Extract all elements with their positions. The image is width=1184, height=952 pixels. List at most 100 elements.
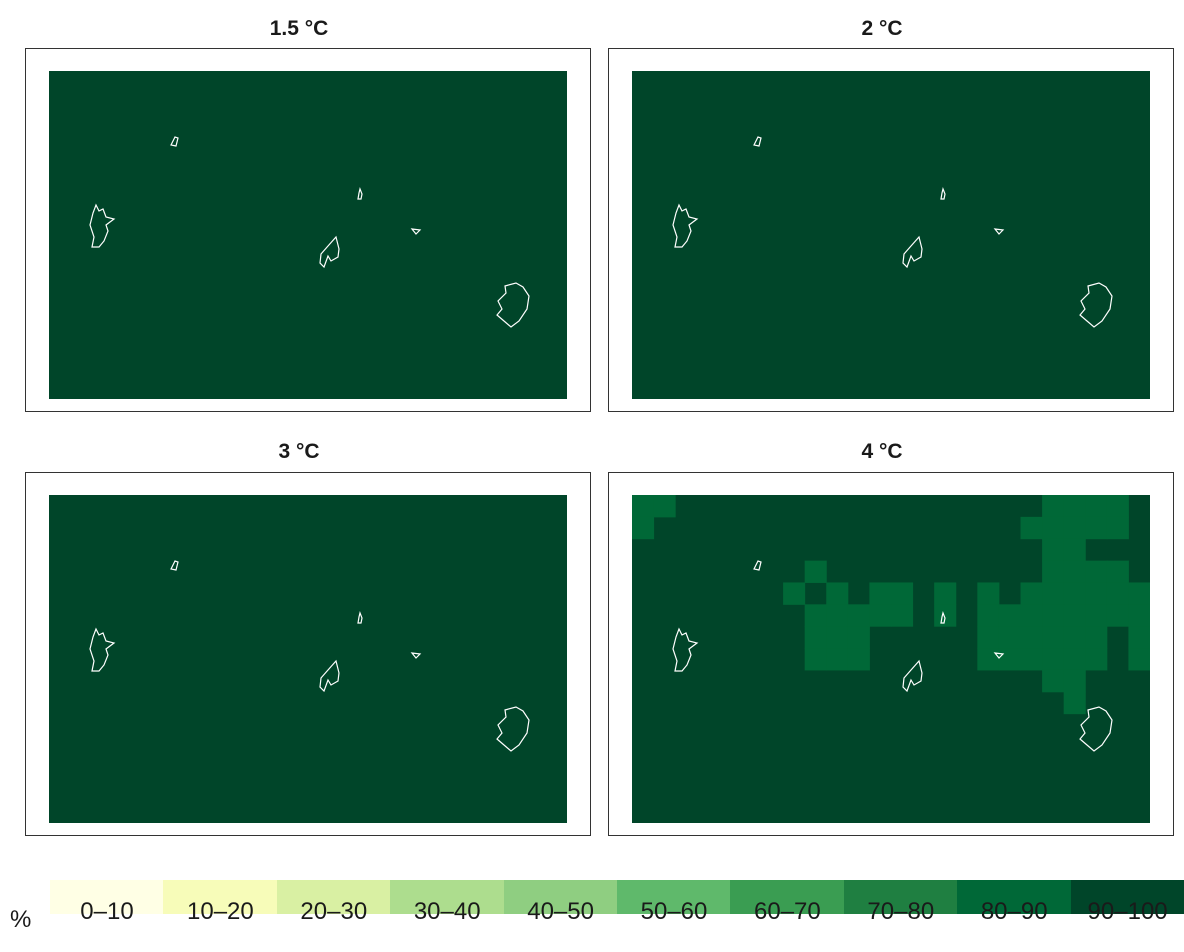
grid-cell — [934, 604, 957, 627]
grid-cell — [977, 648, 1000, 671]
grid-cell — [826, 626, 849, 649]
grid-cell — [1042, 495, 1065, 518]
map-panel-1 — [25, 48, 591, 412]
island-center-outline — [319, 659, 340, 693]
legend-swatch — [957, 880, 1072, 914]
grid-cell — [891, 582, 914, 605]
grid-cell — [1063, 582, 1086, 605]
grid-cell — [783, 582, 806, 605]
islet-east-small-outline — [410, 652, 422, 659]
grid-cell — [826, 582, 849, 605]
grid-cell — [1106, 582, 1129, 605]
grid-cell — [934, 582, 957, 605]
grid-cell — [1128, 626, 1150, 649]
islet-center-small-outline — [357, 611, 363, 624]
grid-cell — [869, 604, 892, 627]
grid-cell — [1020, 648, 1043, 671]
grid-cell — [847, 604, 870, 627]
islet-center-small-outline — [940, 611, 946, 624]
map-background — [632, 71, 1150, 399]
panel-title-1: 1.5 °C — [269, 17, 329, 40]
grid-cell — [998, 648, 1021, 671]
map-background — [49, 495, 567, 823]
islet-east-small-outline — [993, 652, 1005, 659]
island-west-outline — [672, 203, 699, 248]
map-area-4 — [632, 495, 1150, 823]
grid-cell — [1085, 648, 1108, 671]
islet-north-outline — [170, 560, 179, 571]
legend-label: 60–70 — [754, 898, 821, 925]
legend-label: 80–90 — [980, 898, 1048, 925]
islet-north-outline — [753, 560, 762, 571]
island-southeast-outline — [496, 706, 530, 752]
map-svg-3 — [49, 495, 567, 823]
legend-label: 10–20 — [187, 898, 254, 925]
island-center-outline — [902, 659, 923, 693]
grid-cell — [869, 582, 892, 605]
panel-title-3: 3 °C — [278, 440, 320, 463]
grid-cell — [847, 626, 870, 649]
color-legend — [50, 880, 1184, 914]
islet-center-small-outline — [357, 187, 363, 200]
island-center-outline — [319, 235, 340, 269]
grid-cell — [998, 604, 1021, 627]
grid-cell — [1042, 648, 1065, 671]
legend-swatch — [50, 880, 164, 914]
islet-north-outline — [170, 136, 179, 147]
map-area-2 — [632, 71, 1150, 399]
grid-cell — [1020, 516, 1043, 540]
grid-cell — [1042, 604, 1065, 627]
grid-cell — [1042, 669, 1065, 693]
grid-cell — [977, 582, 1000, 605]
island-west-outline — [672, 627, 699, 672]
legend-swatch — [1070, 880, 1184, 914]
grid-cell — [804, 560, 827, 583]
grid-cell — [847, 648, 870, 671]
grid-cell — [632, 495, 655, 518]
legend-label: 50–60 — [640, 898, 708, 925]
grid-cell — [1085, 626, 1108, 649]
grid-cell — [998, 626, 1021, 649]
legend-swatch — [843, 880, 958, 914]
grid-cell — [1063, 516, 1086, 540]
grid-cell — [1063, 495, 1086, 518]
grid-cell — [1128, 604, 1150, 627]
map-svg-4 — [632, 495, 1150, 823]
legend-swatch — [163, 880, 278, 914]
grid-cell — [891, 604, 914, 627]
map-svg-2 — [632, 71, 1150, 399]
grid-cell — [632, 516, 655, 540]
legend-unit: % — [10, 906, 32, 933]
legend-swatch — [390, 880, 505, 914]
map-background — [49, 71, 567, 399]
grid-cell — [1042, 538, 1065, 562]
map-area-1 — [49, 71, 567, 399]
grid-cell — [1063, 648, 1086, 671]
island-southeast-outline — [1079, 706, 1113, 752]
island-west-outline — [89, 203, 116, 248]
grid-cell — [804, 604, 827, 627]
grid-cell — [1085, 604, 1108, 627]
island-southeast-outline — [496, 282, 530, 328]
grid-cell — [977, 604, 1000, 627]
panel-title-2: 2 °C — [861, 17, 903, 40]
map-panel-4 — [608, 472, 1174, 836]
panel-title-4: 4 °C — [861, 440, 903, 463]
map-panel-3 — [25, 472, 591, 836]
legend-label: 0–10 — [80, 898, 134, 925]
legend-swatch — [503, 880, 618, 914]
legend-label: 40–50 — [527, 898, 594, 925]
grid-cell — [1042, 582, 1065, 605]
grid-cell — [1020, 604, 1043, 627]
islet-north-outline — [753, 136, 762, 147]
grid-cell — [1128, 648, 1150, 671]
grid-cell — [1042, 560, 1065, 583]
legend-label: 70–80 — [867, 898, 935, 925]
grid-cell — [1063, 691, 1086, 715]
grid-cell — [1106, 604, 1129, 627]
islet-east-small-outline — [993, 228, 1005, 235]
grid-cell — [1106, 495, 1129, 518]
grid-cell — [1042, 626, 1065, 649]
islet-center-small-outline — [940, 187, 946, 200]
grid-cell — [1020, 626, 1043, 649]
